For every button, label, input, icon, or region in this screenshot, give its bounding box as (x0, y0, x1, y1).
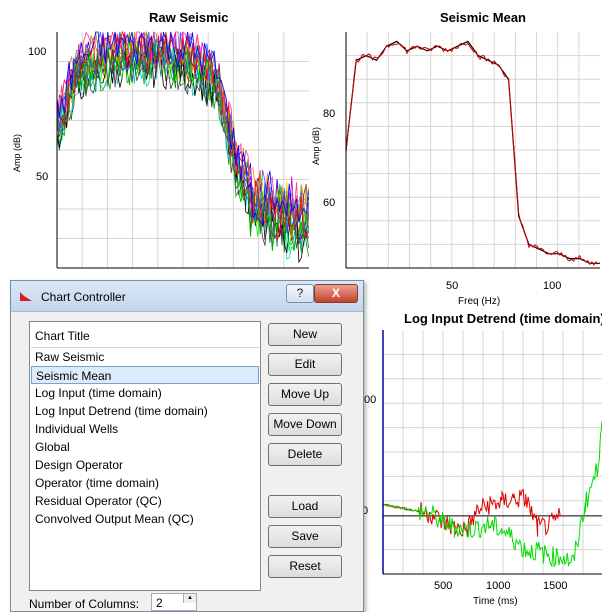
raw-seismic-ytick-100: 100 (28, 46, 47, 58)
list-item[interactable]: Global (35, 440, 70, 454)
columns-value: 2 (156, 596, 163, 610)
raw-seismic-ytick-50: 50 (36, 171, 49, 183)
raw-seismic-ylabel: Amp (dB) (12, 133, 22, 172)
seismic-mean-chart (345, 32, 600, 269)
detrend-xtick-1000: 1000 (486, 580, 511, 592)
spinner-up-icon[interactable]: ▲ (183, 594, 196, 603)
columns-spinner[interactable]: 2 ▲ (151, 593, 197, 611)
chart-list[interactable]: Chart Title Raw Seismic Seismic Mean Log I… (29, 321, 261, 591)
list-item[interactable]: Convolved Output Mean (QC) (35, 512, 194, 526)
list-item[interactable]: Individual Wells (35, 422, 119, 436)
detrend-red-line (382, 489, 562, 537)
log-input-detrend-title: Log Input Detrend (time domain) (404, 311, 602, 326)
seismic-mean-xtick-50: 50 (446, 280, 459, 292)
list-item[interactable]: Log Input Detrend (time domain) (35, 404, 208, 418)
move-up-button[interactable]: Move Up (268, 383, 342, 406)
list-item[interactable]: Operator (time domain) (35, 476, 160, 490)
chart-list-header-label: Chart Title (35, 329, 90, 343)
edit-button[interactable]: Edit (268, 353, 342, 376)
detrend-xtick-500: 500 (434, 580, 453, 592)
list-item[interactable]: Design Operator (35, 458, 124, 472)
log-input-detrend-chart (382, 330, 602, 575)
seismic-mean-xtick-100: 100 (543, 280, 562, 292)
detrend-ytick-0: 0 (362, 505, 369, 517)
move-down-button[interactable]: Move Down (268, 413, 342, 436)
seismic-mean-ylabel: Amp (dB) (311, 126, 321, 165)
help-button[interactable]: ? (286, 284, 314, 303)
reset-button[interactable]: Reset (268, 555, 342, 578)
raw-seismic-title: Raw Seismic (149, 10, 229, 25)
seismic-mean-title: Seismic Mean (440, 10, 526, 25)
save-button[interactable]: Save (268, 525, 342, 548)
seismic-mean-ytick-60: 60 (323, 197, 336, 209)
seismic-trace (56, 31, 309, 227)
raw-seismic-chart (56, 30, 309, 269)
seismic-trace (56, 31, 309, 228)
detrend-xtick-1500: 1500 (543, 580, 568, 592)
list-item[interactable]: Log Input (time domain) (35, 386, 162, 400)
list-item[interactable]: Seismic Mean (31, 366, 259, 384)
dialog-title: Chart Controller (41, 290, 126, 304)
dialog-titlebar[interactable]: Chart Controller ? X (11, 281, 363, 312)
seismic-trace (56, 41, 309, 251)
seismic-mean-xlabel: Freq (Hz) (458, 296, 501, 307)
chart-controller-dialog: Chart Controller ? X Chart Title Raw Sei… (10, 280, 364, 612)
chart-list-header[interactable]: Chart Title (31, 323, 259, 348)
list-item[interactable]: Residual Operator (QC) (35, 494, 162, 508)
new-button[interactable]: New (268, 323, 342, 346)
load-button[interactable]: Load (268, 495, 342, 518)
detrend-green-line (382, 421, 602, 568)
seismic-mean-ytick-80: 80 (323, 108, 336, 120)
detrend-ytick-00: 00 (364, 394, 377, 406)
mean-noise-line (345, 42, 599, 266)
columns-label: Number of Columns: (29, 597, 140, 611)
seismic-trace (56, 46, 309, 248)
list-item[interactable]: Raw Seismic (35, 350, 105, 364)
close-button[interactable]: X (314, 284, 358, 303)
mean-line (345, 40, 600, 264)
chart-icon (20, 292, 32, 301)
detrend-xlabel: Time (ms) (473, 596, 518, 607)
delete-button[interactable]: Delete (268, 443, 342, 466)
